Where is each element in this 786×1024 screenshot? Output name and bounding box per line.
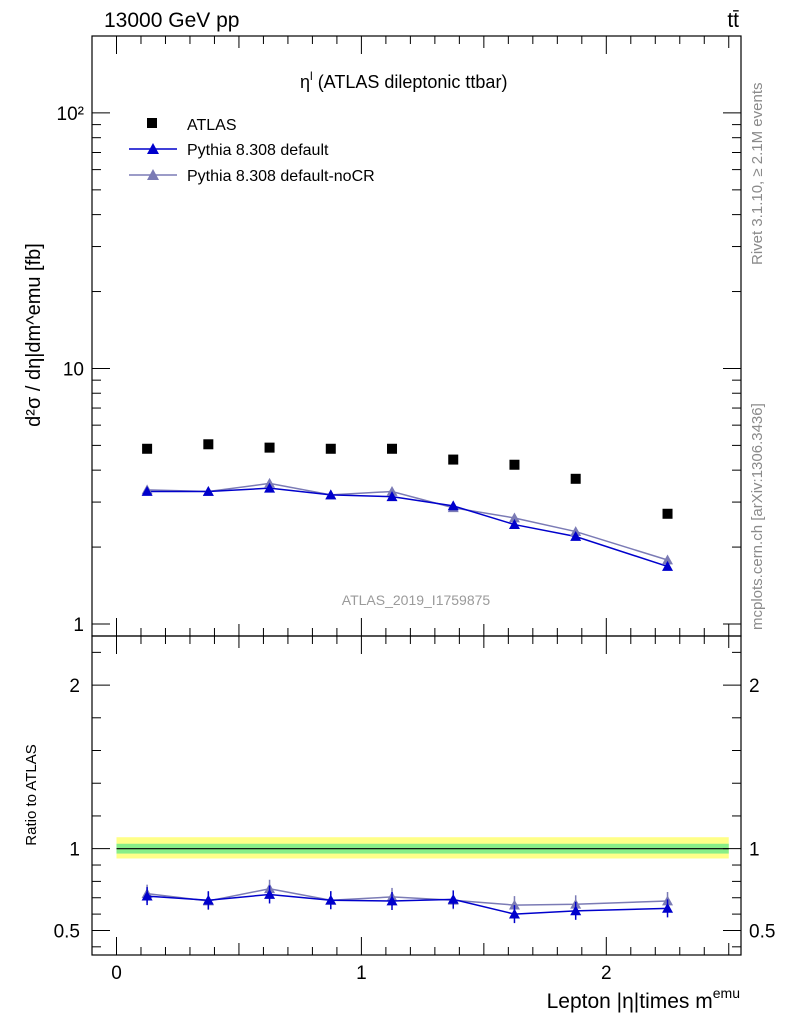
main-point-atlas (509, 459, 520, 470)
x-tick-label: 2 (601, 963, 612, 984)
legend-label-atlas: ATLAS (187, 117, 237, 134)
ratio-point-default (325, 894, 337, 905)
main-point-atlas (142, 443, 153, 454)
ratio-plot-frame (91, 635, 742, 956)
main-point-atlas (325, 443, 336, 454)
analysis-watermark: ATLAS_2019_I1759875 (342, 592, 491, 608)
process-label: tt̄ (727, 9, 739, 32)
main-point-default (570, 530, 582, 541)
title-superscript: l (310, 69, 313, 83)
main-point-default (386, 491, 398, 502)
x-axis-label-superscript: emu (713, 985, 740, 1001)
x-axis-label: Lepton |η|times memu (547, 985, 740, 1013)
main-plot-title: ηl (ATLAS dileptonic ttbar) (300, 69, 507, 92)
legend-label-default: Pythia 8.308 default (187, 142, 329, 159)
ratio-y-axis-label: Ratio to ATLAS (23, 744, 40, 845)
plot-layer: 1 10 10² 0.5 0.5 1 1 2 2 0 1 2 (54, 35, 775, 984)
main-point-default (325, 489, 337, 500)
main-point-default (662, 560, 674, 571)
main-y-tick-label: 10 (63, 359, 84, 380)
x-axis-label-main: Lepton |η|times m (547, 990, 713, 1013)
main-point-atlas (570, 473, 581, 484)
ratio-y-tick-label-left: 2 (69, 676, 80, 697)
legend-marker-atlas (147, 118, 157, 128)
legend-label-nocr: Pythia 8.308 default-noCR (187, 168, 375, 185)
legend-marker-nocr (147, 169, 159, 180)
main-point-default (264, 482, 276, 493)
main-point-default (447, 500, 459, 511)
main-point-atlas (448, 454, 459, 465)
energy-label: 13000 GeV pp (104, 9, 239, 32)
main-point-nocr (386, 486, 398, 496)
title-eta: η (300, 72, 310, 92)
ratio-point-default (386, 895, 398, 906)
main-series-line-nocr (147, 482, 668, 561)
main-point-default (202, 486, 214, 496)
main-point-nocr (508, 512, 520, 523)
title-rest: (ATLAS dileptonic ttbar) (313, 72, 508, 92)
ratio-point-default (508, 908, 520, 919)
main-y-axis-label: d²σ / dη|dm^emu [fb] (23, 243, 45, 427)
main-point-atlas (203, 439, 214, 450)
ratio-point-default (570, 905, 582, 916)
ratio-series-line-nocr (147, 887, 668, 906)
ratio-y-tick-label-left: 1 (69, 840, 80, 861)
legend: ATLAS Pythia 8.308 default Pythia 8.308 … (129, 117, 375, 185)
x-tick-label: 0 (111, 963, 122, 984)
ratio-point-default (202, 894, 214, 905)
main-y-tick-label: 1 (73, 615, 84, 636)
main-point-nocr (662, 554, 674, 565)
ratio-point-default (662, 902, 674, 913)
main-point-atlas (662, 508, 673, 519)
rivet-label: Rivet 3.1.10, ≥ 2.1M events (749, 83, 766, 266)
ratio-y-tick-label-left: 0.5 (54, 921, 80, 942)
ratio-point-default (264, 888, 276, 899)
ratio-point-nocr (508, 899, 520, 910)
main-point-atlas (264, 442, 275, 453)
ratio-y-tick-label-right: 0.5 (749, 921, 775, 942)
main-point-atlas (387, 443, 398, 454)
ratio-point-default (447, 893, 459, 904)
main-point-default (141, 486, 153, 496)
ratio-y-tick-label-right: 2 (749, 676, 760, 697)
main-point-default (508, 519, 520, 529)
ratio-point-default (141, 890, 153, 901)
mcplots-label: mcplots.cern.ch [arXiv:1306.3436] (749, 403, 766, 630)
main-series-line-default (147, 487, 668, 568)
ratio-y-tick-label-right: 1 (749, 840, 760, 861)
x-tick-label: 1 (356, 963, 367, 984)
legend-marker-default (147, 143, 159, 154)
main-y-tick-label: 10² (57, 104, 84, 125)
